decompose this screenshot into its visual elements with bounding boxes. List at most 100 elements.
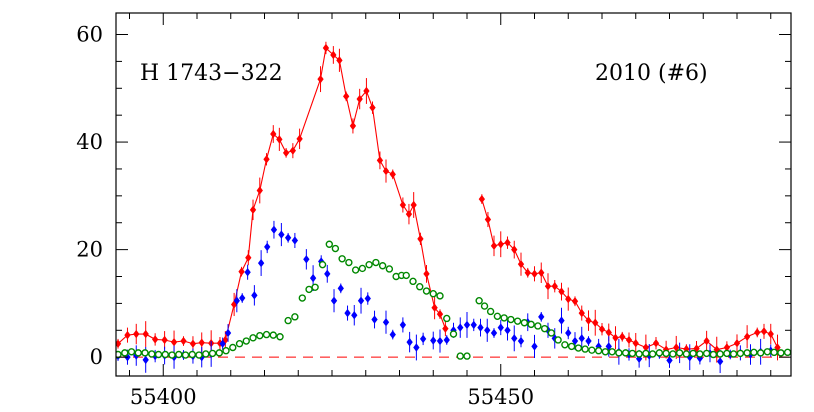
data-point <box>497 240 504 249</box>
data-point <box>531 269 538 279</box>
data-point <box>547 329 556 337</box>
data-point <box>422 287 431 295</box>
data-point <box>378 262 387 270</box>
data-point <box>249 334 257 342</box>
data-point <box>558 287 565 296</box>
data-point <box>296 134 303 144</box>
data-point <box>484 215 492 224</box>
y-tick-label: 0 <box>90 345 103 369</box>
data-point <box>655 349 664 357</box>
data-point <box>416 283 424 291</box>
data-point <box>736 349 745 358</box>
data-point <box>325 240 333 248</box>
data-point <box>662 349 670 358</box>
series-layer <box>116 41 791 374</box>
x-tick-label: 55400 <box>130 385 197 409</box>
data-point <box>189 339 197 348</box>
data-point <box>409 277 417 286</box>
data-point <box>534 322 542 330</box>
data-point <box>235 340 244 348</box>
data-point <box>621 349 630 357</box>
data-point <box>442 324 449 333</box>
series-1 <box>478 194 781 363</box>
data-point <box>581 345 589 353</box>
data-point <box>399 200 407 210</box>
data-point <box>477 323 484 332</box>
data-point <box>244 268 251 277</box>
data-point <box>413 343 420 352</box>
data-point <box>783 348 791 357</box>
data-point <box>449 330 458 338</box>
data-point <box>486 307 495 316</box>
data-point <box>669 350 677 358</box>
data-point <box>417 234 424 244</box>
data-point <box>601 348 610 356</box>
series-0 <box>116 41 449 357</box>
data-point <box>245 253 252 262</box>
data-point <box>527 320 535 329</box>
data-point <box>456 352 464 360</box>
data-point <box>571 297 579 306</box>
data-point <box>588 346 596 354</box>
data-point <box>276 135 283 144</box>
data-point <box>565 328 572 338</box>
data-point <box>331 244 340 253</box>
data-point <box>419 334 427 344</box>
data-point <box>540 324 549 333</box>
data-point <box>402 271 410 280</box>
data-point <box>463 320 471 330</box>
data-point <box>376 156 384 165</box>
data-point <box>219 339 226 348</box>
data-point <box>777 349 785 357</box>
data-point <box>270 129 277 139</box>
data-point <box>423 269 430 279</box>
axis-ticks <box>116 13 791 376</box>
y-tick-label: 60 <box>76 23 103 47</box>
data-point <box>269 331 277 339</box>
data-point <box>134 349 142 357</box>
year-annotation: 2010 (#6) <box>595 61 708 86</box>
data-point <box>500 314 508 322</box>
data-point <box>696 350 704 358</box>
data-point <box>251 291 258 300</box>
data-point <box>262 330 271 339</box>
data-point <box>365 260 373 269</box>
data-point <box>436 292 444 300</box>
data-point <box>222 347 230 355</box>
data-point <box>480 302 489 310</box>
data-point <box>511 334 518 343</box>
data-point <box>249 205 257 215</box>
data-point <box>324 269 331 279</box>
data-point <box>239 293 246 303</box>
data-point <box>289 146 296 155</box>
data-point <box>233 296 240 305</box>
data-point <box>298 294 306 302</box>
data-point <box>263 155 270 164</box>
data-point <box>652 338 660 348</box>
data-point <box>475 297 483 305</box>
data-point <box>524 268 531 277</box>
data-point <box>443 314 451 323</box>
data-point <box>642 343 650 352</box>
tick-labels: 55400 55450 0 20 40 60 <box>76 23 534 409</box>
data-point <box>291 236 299 245</box>
data-point <box>507 315 515 324</box>
data-point <box>531 342 538 351</box>
data-point <box>729 350 738 358</box>
data-point <box>723 349 731 358</box>
data-point <box>357 296 365 305</box>
y-tick-label: 40 <box>76 130 103 154</box>
data-point <box>538 268 545 277</box>
data-point <box>431 303 438 312</box>
data-point <box>513 317 522 325</box>
data-point <box>682 350 691 358</box>
data-point <box>716 357 724 366</box>
data-point <box>504 238 511 247</box>
data-point <box>188 350 196 359</box>
data-point <box>615 349 623 357</box>
data-point <box>154 350 163 359</box>
data-point <box>124 330 131 340</box>
data-point <box>703 336 710 346</box>
data-point <box>520 319 529 327</box>
data-point <box>238 267 245 276</box>
